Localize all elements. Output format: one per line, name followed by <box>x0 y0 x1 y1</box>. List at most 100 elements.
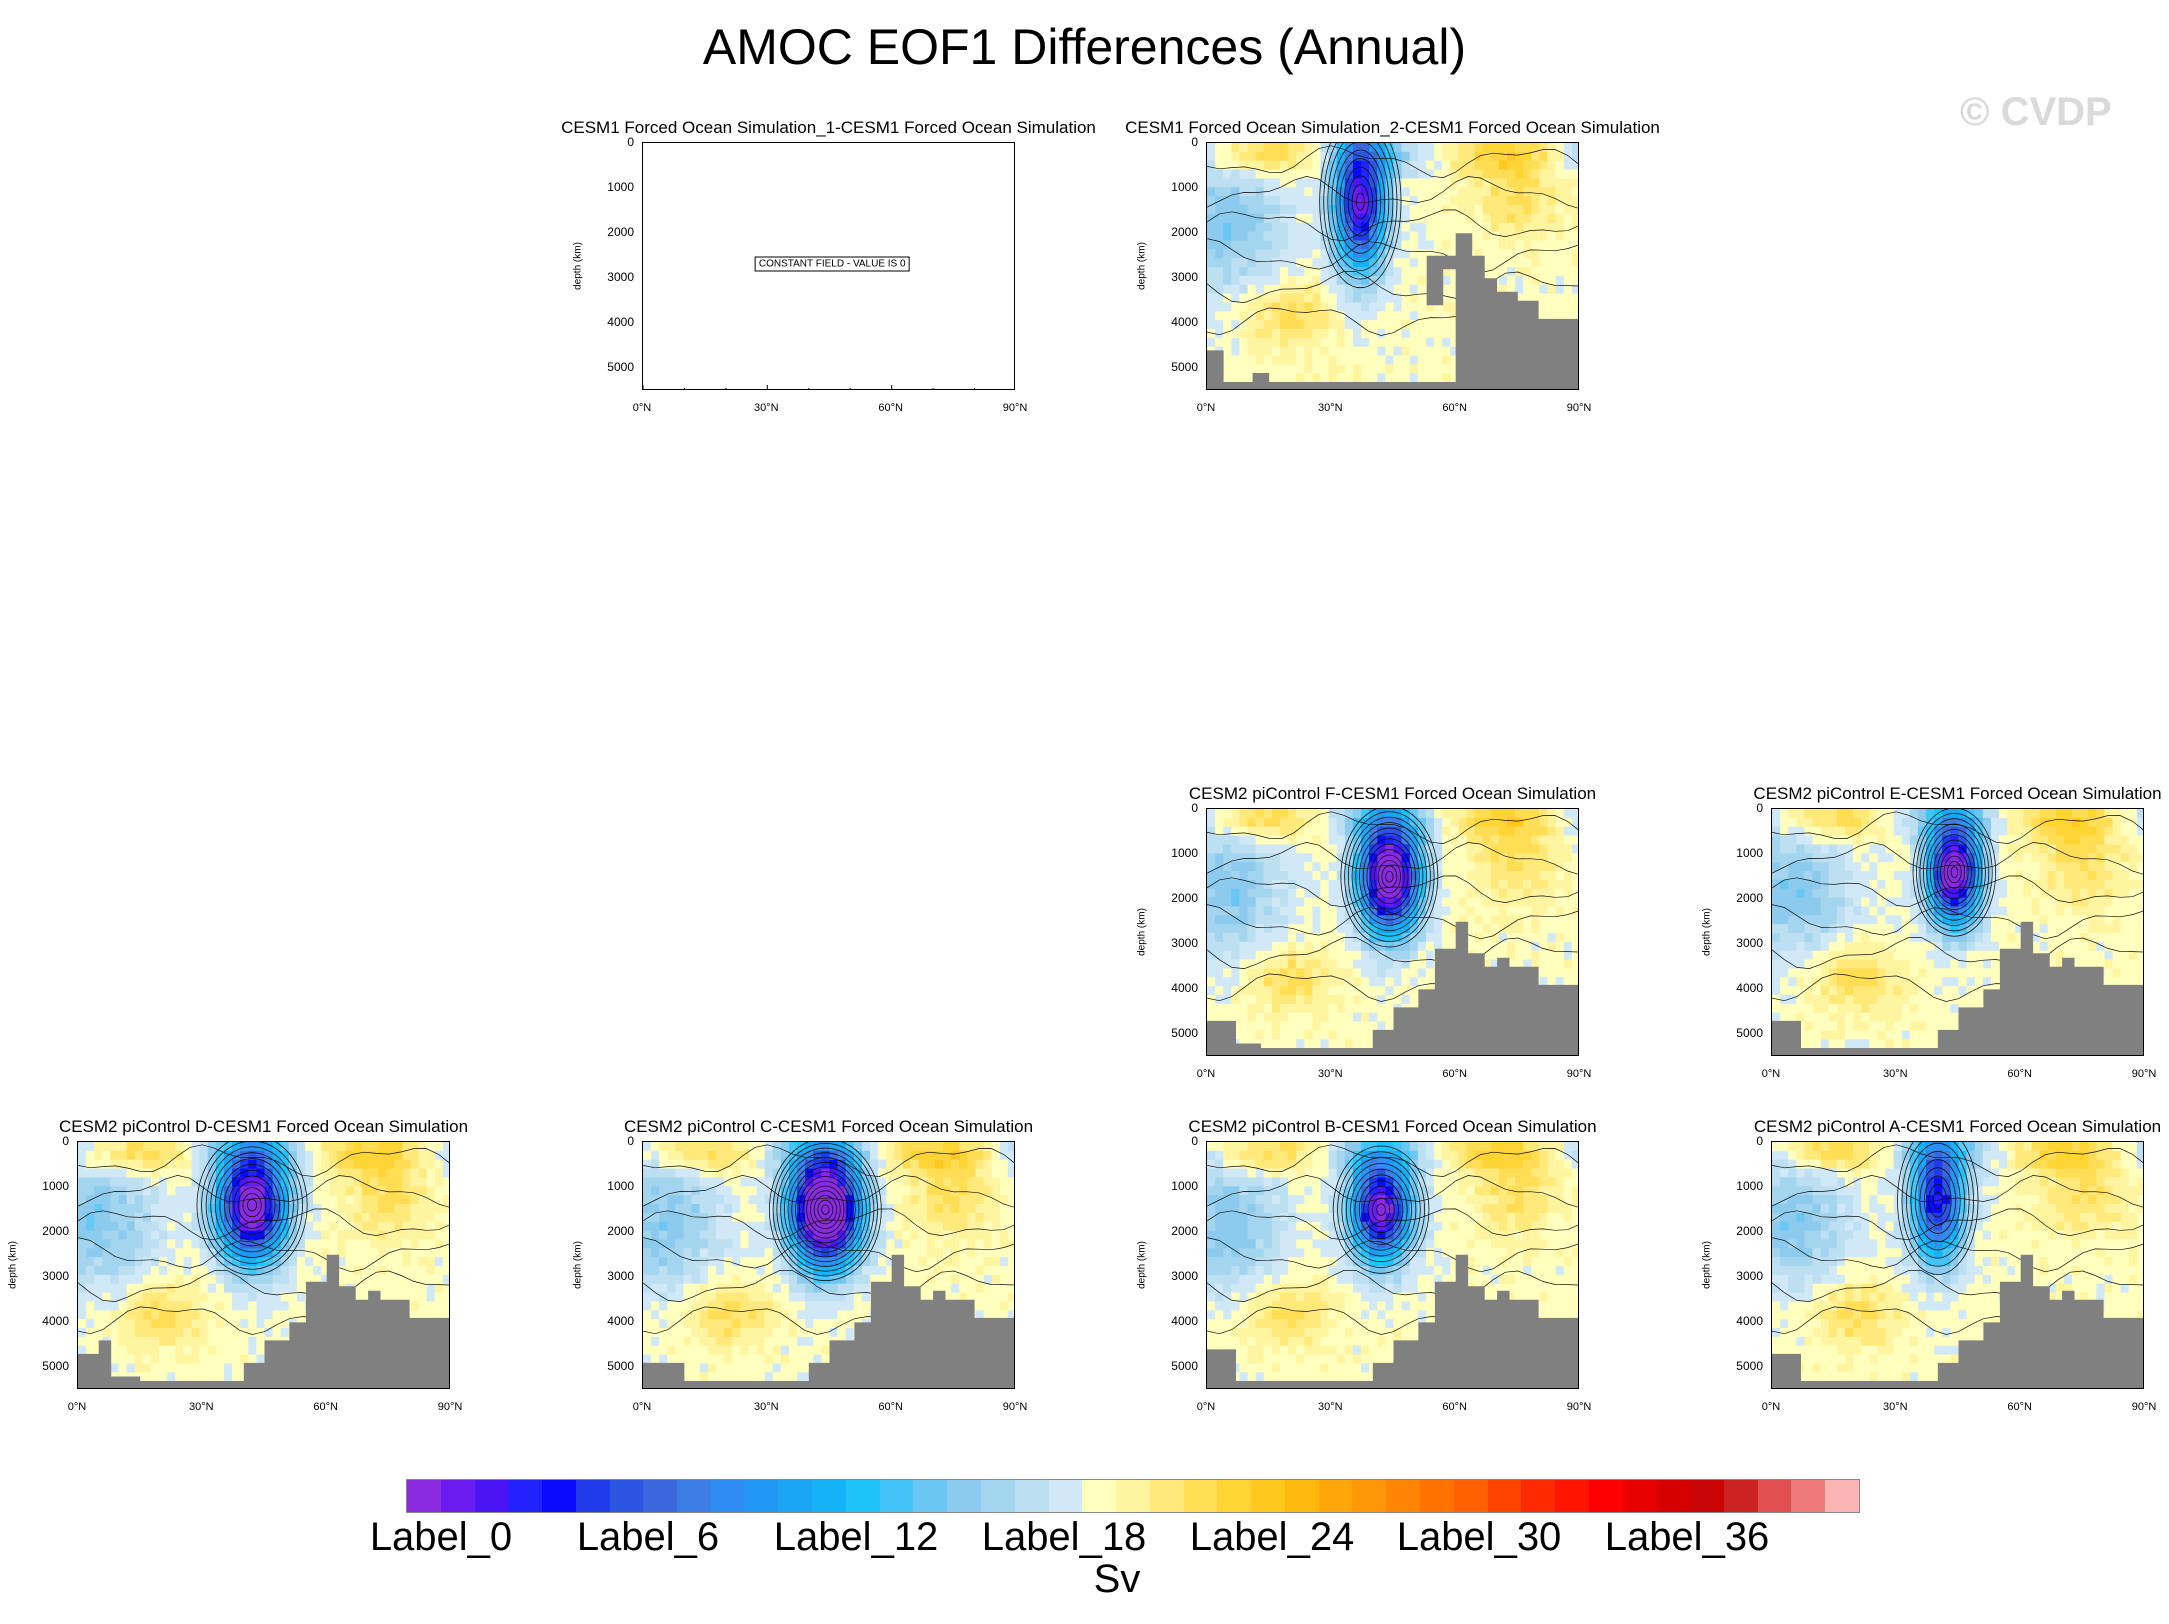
field-cell <box>1312 258 1322 268</box>
field-cell <box>1385 169 1395 180</box>
field-cell <box>1361 853 1370 863</box>
field-cell <box>1288 1003 1297 1014</box>
field-cell <box>199 1177 209 1187</box>
field-cell <box>2072 950 2081 961</box>
field-cell <box>207 1266 217 1276</box>
field-cell <box>102 1292 112 1303</box>
field-cell <box>240 1328 249 1338</box>
field-cell <box>1474 871 1484 881</box>
field-cell <box>1547 871 1557 881</box>
field-cell <box>1352 320 1362 330</box>
field-cell <box>1482 196 1492 206</box>
field-cell <box>1820 871 1830 881</box>
field-cell <box>1958 888 1968 899</box>
field-cell <box>1772 879 1781 890</box>
field-cell <box>1909 862 1919 872</box>
field-cell <box>1934 959 1943 970</box>
field-cell <box>223 1168 233 1179</box>
field-cell <box>1328 826 1338 837</box>
field-cell <box>1539 240 1549 250</box>
field-cell <box>2023 826 2033 837</box>
field-cell <box>1515 231 1524 242</box>
field-cell <box>2031 941 2041 952</box>
field-cell <box>1772 906 1781 916</box>
field-cell <box>1401 284 1411 295</box>
field-cell <box>296 1266 306 1276</box>
field-cell <box>1385 355 1395 366</box>
field-cell <box>94 1283 103 1294</box>
field-cell <box>183 1230 193 1241</box>
field-cell <box>1934 1021 1943 1032</box>
field-cell <box>1523 160 1532 171</box>
field-cell <box>1547 950 1557 961</box>
field-cell <box>1877 809 1887 819</box>
field-cell <box>102 1186 112 1196</box>
field-cell <box>175 1274 185 1285</box>
field-cell <box>1844 888 1854 899</box>
field-cell <box>159 1354 168 1365</box>
field-cell <box>1239 1003 1249 1014</box>
field-cell <box>191 1195 201 1205</box>
field-cell <box>1393 178 1403 188</box>
field-cell <box>175 1212 185 1223</box>
field-cell <box>1352 995 1362 1005</box>
y-tick-label: 3000 <box>42 1269 69 1284</box>
field-cell <box>1215 275 1224 286</box>
x-tick-label: 0°N <box>67 1401 87 1413</box>
field-cell <box>240 1212 249 1223</box>
field-cell <box>2039 853 2049 863</box>
field-cell <box>94 1257 103 1267</box>
field-cell <box>1328 187 1338 197</box>
field-cell <box>1377 1012 1386 1023</box>
field-cell <box>215 1212 225 1223</box>
field-cell <box>1434 879 1443 890</box>
field-cell <box>1247 844 1257 854</box>
field-cell <box>1279 968 1289 978</box>
field-cell <box>1255 151 1265 162</box>
field-cell <box>1434 249 1443 259</box>
field-cell <box>126 1195 136 1205</box>
field-cell <box>1320 879 1330 890</box>
field-cell <box>1539 977 1549 987</box>
field-cell <box>126 1283 136 1294</box>
field-cell <box>1796 950 1806 961</box>
field-cell <box>1223 187 1232 197</box>
x-tick-label: 60°N <box>2007 1068 2032 1080</box>
field-cell <box>1523 835 1532 846</box>
field-cell <box>1401 871 1411 881</box>
field-cell <box>1215 968 1224 978</box>
field-cell <box>1417 337 1427 348</box>
field-cell <box>1312 205 1322 215</box>
field-cell <box>240 1274 249 1285</box>
field-cell <box>1401 222 1411 233</box>
field-cell <box>183 1150 193 1161</box>
field-cell <box>1425 835 1435 846</box>
field-cell <box>1861 879 1870 890</box>
field-cell <box>1417 888 1427 899</box>
field-cell <box>1385 364 1395 374</box>
field-cell <box>1401 329 1411 339</box>
field-cell <box>1361 1012 1370 1023</box>
field-cell <box>1271 977 1281 987</box>
field-cell <box>1207 258 1216 268</box>
field-cell <box>175 1345 185 1356</box>
field-cell <box>1490 809 1500 819</box>
field-cell <box>1523 871 1532 881</box>
field-cell <box>1539 231 1549 242</box>
field-cell <box>2096 933 2106 943</box>
field-cell <box>1304 977 1314 987</box>
field-cell <box>1352 853 1362 863</box>
field-cell <box>1515 933 1524 943</box>
field-cell <box>1239 178 1249 188</box>
y-tick-label: 3000 <box>1171 936 1198 951</box>
y-tick-label: 1000 <box>1171 846 1198 861</box>
field-cell <box>240 1301 249 1311</box>
field-cell <box>2007 835 2016 846</box>
field-cell <box>1853 871 1862 881</box>
field-cell <box>240 1266 249 1276</box>
field-cell <box>1861 853 1870 863</box>
field-cell <box>1336 187 1346 197</box>
field-cell <box>337 1266 347 1276</box>
field-cell <box>329 1204 339 1214</box>
field-cell <box>248 1204 257 1214</box>
